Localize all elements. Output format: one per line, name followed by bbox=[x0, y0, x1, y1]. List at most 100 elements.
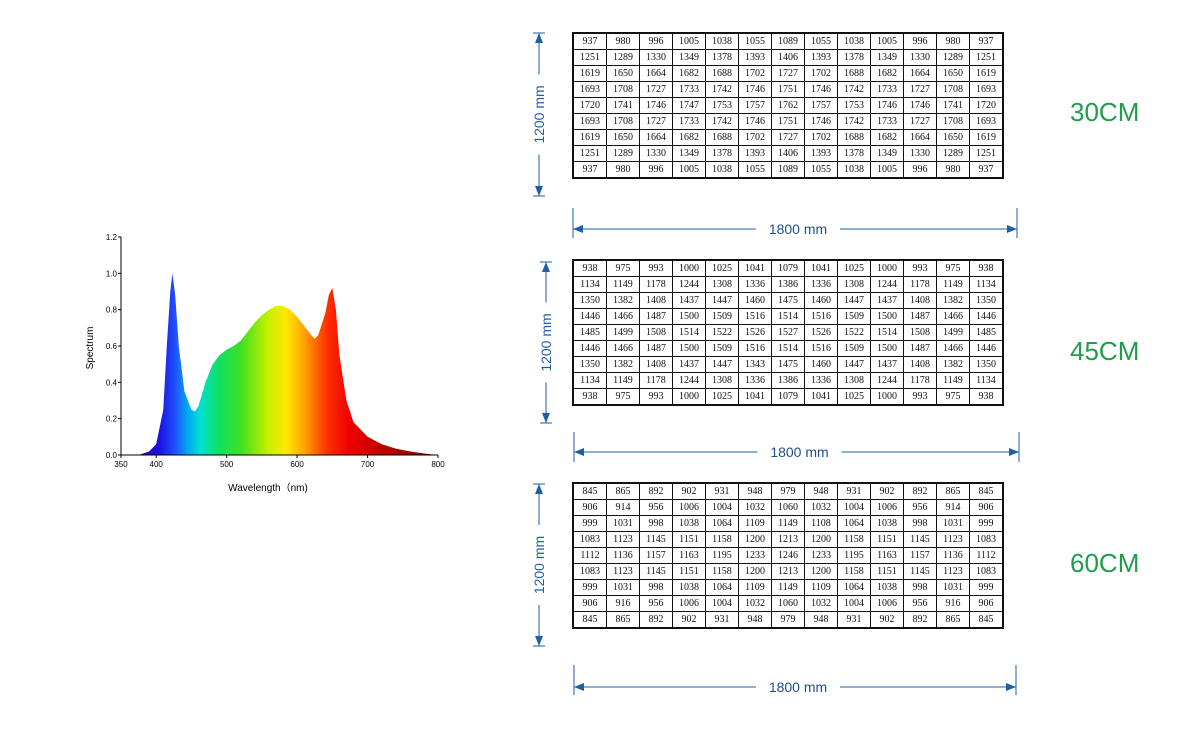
table-cell: 1437 bbox=[870, 292, 904, 309]
table-row: 906 914 956 1006 1004 1032 1060 1032 1004 1006 956… bbox=[573, 499, 1003, 516]
table-cell: 980 bbox=[936, 33, 970, 50]
table-cell: 1109 bbox=[738, 515, 772, 532]
table-cell: 1244 bbox=[672, 372, 706, 389]
table-cell: 1289 bbox=[936, 49, 970, 66]
x-tick-label: 350 bbox=[114, 460, 128, 469]
table-cell: 1200 bbox=[804, 531, 838, 548]
table-cell: 1038 bbox=[837, 33, 871, 50]
table-cell: 996 bbox=[903, 161, 937, 178]
table-cell: 902 bbox=[672, 611, 706, 628]
table-cell: 975 bbox=[606, 260, 640, 277]
table-cell: 1447 bbox=[705, 356, 739, 373]
y-tick-label: 0.2 bbox=[106, 415, 118, 424]
table-cell: 1213 bbox=[771, 563, 805, 580]
table-cell: 1134 bbox=[573, 276, 607, 293]
table-cell: 1447 bbox=[837, 356, 871, 373]
table-cell: 1727 bbox=[903, 81, 937, 98]
table-cell: 1025 bbox=[837, 260, 871, 277]
table-cell: 1149 bbox=[606, 276, 640, 293]
table-cell: 1619 bbox=[969, 129, 1003, 146]
table-cell: 1702 bbox=[804, 65, 838, 82]
table-cell: 1134 bbox=[573, 372, 607, 389]
table-cell: 1336 bbox=[738, 372, 772, 389]
arrow-head bbox=[1007, 225, 1017, 233]
height-dimension-label: 1200 mm bbox=[538, 313, 554, 371]
table-cell: 1720 bbox=[573, 97, 607, 114]
table-cell: 892 bbox=[639, 611, 673, 628]
table-cell: 1516 bbox=[804, 308, 838, 325]
table-cell: 1650 bbox=[606, 129, 640, 146]
table-cell: 1446 bbox=[969, 340, 1003, 357]
table-cell: 1509 bbox=[837, 308, 871, 325]
table-cell: 1289 bbox=[606, 49, 640, 66]
table-cell: 1064 bbox=[705, 515, 739, 532]
table-cell: 865 bbox=[606, 611, 640, 628]
table-row: 1446 1466 1487 1500 1509 1516 1514 1516 1509 1500… bbox=[573, 340, 1003, 357]
table-cell: 1702 bbox=[738, 129, 772, 146]
table-cell: 993 bbox=[903, 260, 937, 277]
table-cell: 1693 bbox=[969, 113, 1003, 130]
table-cell: 1514 bbox=[870, 324, 904, 341]
table-cell: 938 bbox=[573, 260, 607, 277]
table-cell: 948 bbox=[738, 611, 772, 628]
table-cell: 975 bbox=[936, 260, 970, 277]
table-cell: 1406 bbox=[771, 49, 805, 66]
table-cell: 1145 bbox=[903, 563, 937, 580]
table-cell: 998 bbox=[903, 515, 937, 532]
x-axis-label: Wavelength（nm) bbox=[228, 482, 308, 494]
table-cell: 1032 bbox=[804, 595, 838, 612]
x-tick-label: 400 bbox=[150, 460, 164, 469]
table-cell: 902 bbox=[870, 483, 904, 500]
table-cell: 1727 bbox=[639, 81, 673, 98]
table-cell: 1246 bbox=[771, 547, 805, 564]
table-cell: 1004 bbox=[705, 499, 739, 516]
table-cell: 937 bbox=[969, 33, 1003, 50]
table-cell: 1055 bbox=[804, 33, 838, 50]
table-cell: 1244 bbox=[672, 276, 706, 293]
table-cell: 902 bbox=[870, 611, 904, 628]
table-cell: 999 bbox=[969, 515, 1003, 532]
table-cell: 1446 bbox=[573, 308, 607, 325]
table-cell: 1006 bbox=[870, 499, 904, 516]
table-cell: 1004 bbox=[705, 595, 739, 612]
table-cell: 902 bbox=[672, 483, 706, 500]
height-dimension-label: 1200 mm bbox=[531, 536, 547, 594]
table-cell: 1702 bbox=[738, 65, 772, 82]
table-cell: 1664 bbox=[903, 65, 937, 82]
table-cell: 1151 bbox=[870, 531, 904, 548]
table-cell: 1408 bbox=[639, 356, 673, 373]
table-cell: 1158 bbox=[837, 531, 871, 548]
table-cell: 1163 bbox=[672, 547, 706, 564]
table-cell: 1514 bbox=[771, 340, 805, 357]
table-row: 1350 1382 1408 1437 1447 1343 1475 1460 1447 1437… bbox=[573, 356, 1003, 373]
table-cell: 1733 bbox=[870, 81, 904, 98]
table-cell: 1693 bbox=[573, 81, 607, 98]
table-cell: 1727 bbox=[771, 129, 805, 146]
table-cell: 1382 bbox=[936, 292, 970, 309]
table-cell: 1727 bbox=[639, 113, 673, 130]
table-cell: 1112 bbox=[969, 547, 1003, 564]
table-cell: 1157 bbox=[903, 547, 937, 564]
table-cell: 1447 bbox=[837, 292, 871, 309]
table-cell: 1742 bbox=[837, 81, 871, 98]
table-cell: 1025 bbox=[705, 388, 739, 405]
table-cell: 1083 bbox=[573, 563, 607, 580]
table-cell: 1508 bbox=[903, 324, 937, 341]
table-row: 1083 1123 1145 1151 1158 1200 1213 1200 1158 1151… bbox=[573, 563, 1003, 580]
table-cell: 1244 bbox=[870, 372, 904, 389]
table-cell: 1064 bbox=[837, 579, 871, 596]
table-cell: 1038 bbox=[705, 161, 739, 178]
table-cell: 1742 bbox=[705, 81, 739, 98]
height-label-60cm: 60CM bbox=[1070, 548, 1140, 578]
table-row: 1251 1289 1330 1349 1378 1393 1406 1393 1378 1349… bbox=[573, 145, 1003, 162]
table-cell: 1516 bbox=[804, 340, 838, 357]
table-cell: 1475 bbox=[771, 356, 805, 373]
table-cell: 1349 bbox=[870, 49, 904, 66]
table-cell: 1747 bbox=[672, 97, 706, 114]
table-cell: 1408 bbox=[903, 356, 937, 373]
table-cell: 1151 bbox=[870, 563, 904, 580]
table-cell: 1343 bbox=[738, 356, 772, 373]
table-cell: 1708 bbox=[936, 81, 970, 98]
table-cell: 1516 bbox=[738, 340, 772, 357]
table-cell: 948 bbox=[738, 483, 772, 500]
